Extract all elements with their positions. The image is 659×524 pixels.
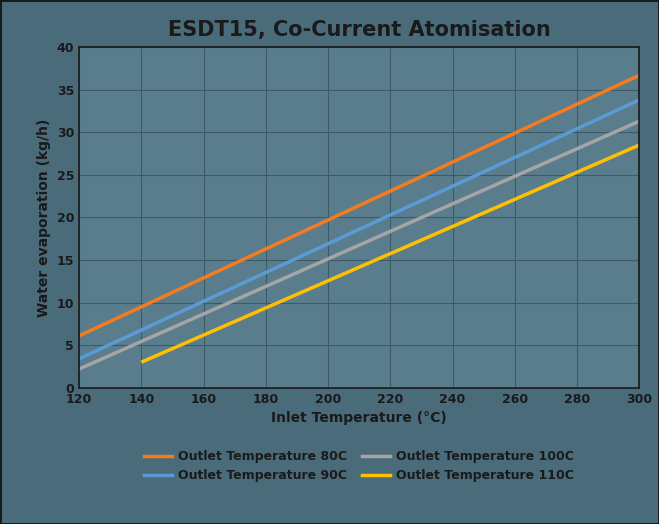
- Title: ESDT15, Co-Current Atomisation: ESDT15, Co-Current Atomisation: [168, 20, 550, 40]
- Legend: Outlet Temperature 80C, Outlet Temperature 90C, Outlet Temperature 100C, Outlet : Outlet Temperature 80C, Outlet Temperatu…: [140, 445, 579, 487]
- X-axis label: Inlet Temperature (°C): Inlet Temperature (°C): [272, 411, 447, 425]
- Y-axis label: Water evaporation (kg/h): Water evaporation (kg/h): [37, 118, 51, 316]
